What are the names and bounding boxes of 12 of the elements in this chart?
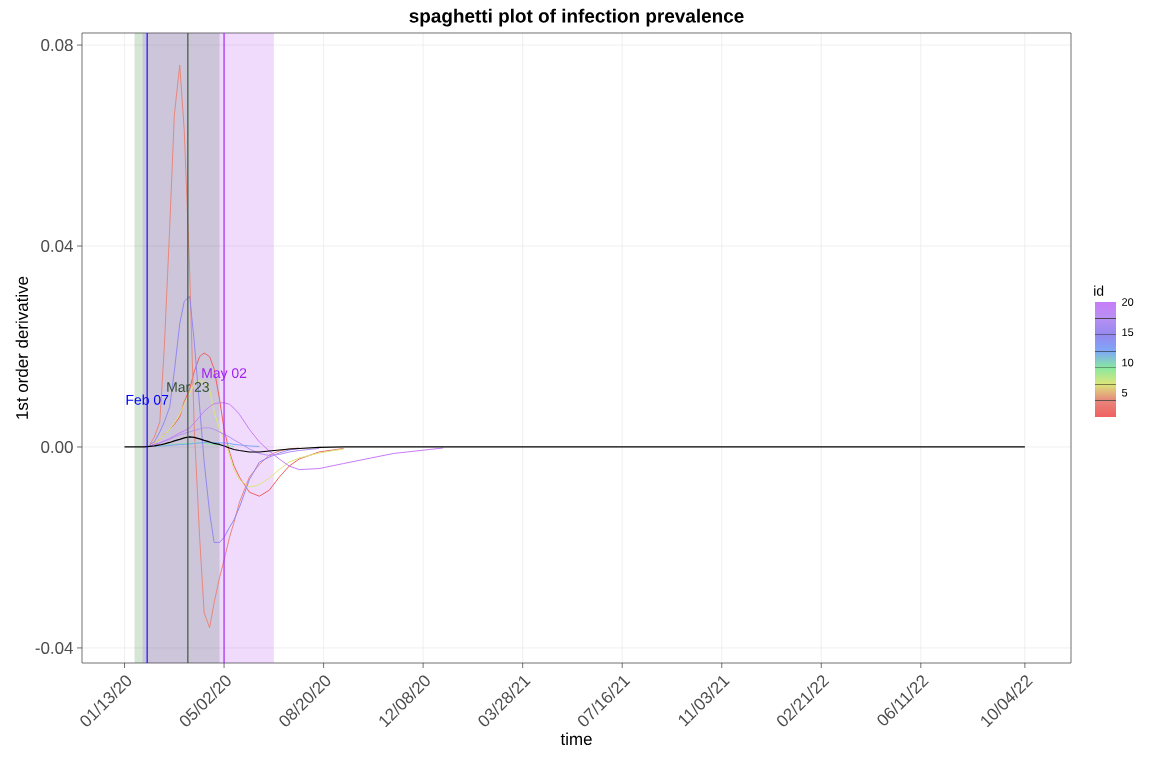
- x-axis-title: time: [560, 732, 592, 746]
- chart-title: spaghetti plot of infection prevalence: [409, 8, 744, 27]
- y-axis-title: 1st order derivative: [15, 276, 29, 419]
- y-tick-label: 0.04: [41, 240, 73, 253]
- color-bar-label: 15: [1122, 328, 1134, 337]
- y-tick-label: 0.08: [41, 39, 73, 52]
- y-tick-label: 0.00: [41, 440, 73, 453]
- color-bar-label: 10: [1122, 358, 1134, 367]
- color-bar-label: 20: [1122, 298, 1134, 306]
- y-tick-label: -0.04: [35, 641, 73, 654]
- color-bar-label: 5: [1121, 388, 1128, 397]
- color-bar-title: id: [1094, 285, 1104, 296]
